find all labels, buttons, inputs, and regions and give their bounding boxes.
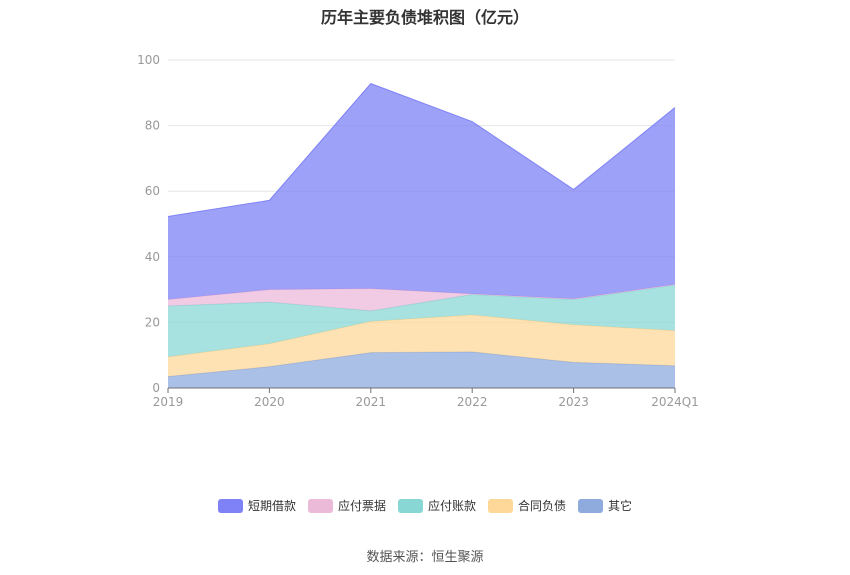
legend-label: 其它 bbox=[608, 499, 633, 513]
y-tick-label: 40 bbox=[145, 250, 160, 264]
legend-swatch bbox=[397, 498, 423, 513]
legend-label: 应付票据 bbox=[337, 499, 386, 513]
legend-swatch bbox=[578, 498, 604, 513]
y-tick-label: 20 bbox=[145, 315, 160, 329]
stacked-area-chart: 0 20 40 60 80 100 2019 2020 2021 2022 2023 2024Q1 bbox=[137, 53, 699, 409]
series-areas bbox=[167, 83, 676, 388]
legend-swatch bbox=[488, 498, 513, 513]
x-tick-label: 2022 bbox=[457, 395, 488, 409]
x-tick-label: 2019 bbox=[153, 395, 184, 409]
legend-item[interactable]: 短期借款 bbox=[217, 497, 296, 514]
legend-swatch bbox=[217, 498, 243, 513]
legend-label: 合同负债 bbox=[518, 499, 567, 513]
area-series-2[interactable] bbox=[168, 285, 675, 357]
area-series-3[interactable] bbox=[168, 284, 675, 311]
legend-item[interactable]: 应付账款 bbox=[397, 497, 476, 514]
y-tick-label: 60 bbox=[145, 184, 160, 198]
area-series-4[interactable] bbox=[168, 83, 675, 300]
x-tick-label: 2020 bbox=[254, 395, 285, 409]
y-tick-label: 100 bbox=[137, 53, 160, 67]
area-series-1[interactable] bbox=[168, 314, 675, 377]
tick-labels: 0 20 40 60 80 100 2019 2020 2021 2022 2023 2024Q1 bbox=[137, 53, 699, 409]
legend-label: 应付账款 bbox=[427, 499, 476, 513]
x-tick-label: 2024Q1 bbox=[651, 395, 699, 409]
legend: 短期借款 应付票据 应付账款 合同负债 其它 bbox=[0, 497, 850, 514]
chart-title: 历年主要负债堆积图（亿元） bbox=[320, 8, 529, 27]
legend-item[interactable]: 应付票据 bbox=[307, 497, 386, 514]
legend-item[interactable]: 合同负债 bbox=[488, 497, 566, 514]
legend-label: 短期借款 bbox=[247, 499, 296, 513]
y-tick-label: 0 bbox=[152, 381, 160, 395]
legend-item[interactable]: 其它 bbox=[578, 497, 632, 514]
data-source: 数据来源：恒生聚源 bbox=[366, 550, 484, 565]
x-tick-label: 2021 bbox=[356, 395, 387, 409]
axes bbox=[167, 387, 676, 393]
area-edge-4 bbox=[167, 83, 676, 217]
area-series-0[interactable] bbox=[168, 351, 675, 388]
legend-swatch bbox=[307, 498, 333, 513]
y-tick-label: 80 bbox=[145, 119, 160, 133]
x-tick-label: 2023 bbox=[558, 395, 589, 409]
